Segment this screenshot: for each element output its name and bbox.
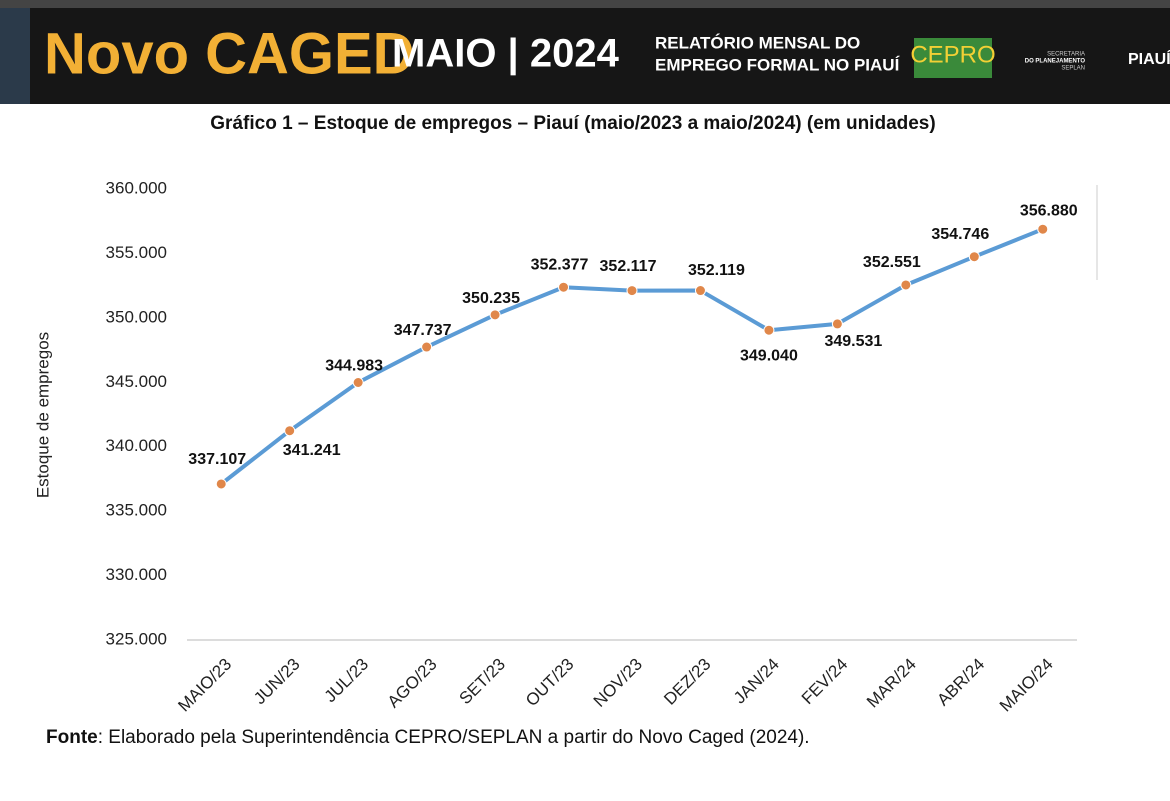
y-tick-label: 335.000 (106, 501, 167, 520)
logo-text: PIAUÍ (1128, 49, 1170, 68)
logo-text: SECRETARIA (1047, 52, 1085, 58)
marker (626, 285, 638, 297)
x-tick-label: MAR/24 (863, 655, 920, 712)
y-tick-label: 330.000 (106, 565, 167, 584)
marker (968, 251, 980, 263)
y-tick-label: 340.000 (106, 436, 167, 455)
marker (558, 281, 570, 293)
x-tick-label: NOV/23 (590, 655, 646, 711)
x-tick-label: MAIO/23 (174, 655, 235, 716)
y-tick-label: 355.000 (106, 243, 167, 262)
data-label: 344.983 (325, 358, 383, 375)
source-text: : Elaborado pela Superintendência CEPRO/… (98, 727, 810, 748)
y-tick-label: 360.000 (106, 178, 167, 197)
logo-text: DO PLANEJAMENTO (1025, 59, 1086, 65)
x-tick-label: ABR/24 (933, 655, 988, 710)
header-photo (0, 8, 30, 104)
marker (489, 309, 501, 321)
y-axis-label: Estoque de empregos (33, 332, 52, 498)
marker (352, 377, 364, 389)
data-label: 354.746 (931, 226, 989, 243)
marker (215, 478, 227, 490)
data-label: 350.235 (462, 290, 520, 307)
data-label: 349.040 (740, 347, 798, 364)
data-label: 349.531 (824, 333, 882, 350)
data-label: 352.377 (531, 256, 589, 273)
top-bar (0, 0, 1170, 8)
marker (831, 318, 843, 330)
marker (284, 425, 296, 437)
x-tick-label: OUT/23 (522, 655, 578, 711)
marker (1037, 223, 1049, 235)
brand: Novo CAGED (44, 21, 415, 86)
source-label: Fonte (46, 727, 98, 748)
cepro-logo-text: CEPRO (910, 41, 995, 68)
x-tick-label: AGO/23 (384, 655, 441, 712)
y-tick-label: 345.000 (106, 372, 167, 391)
x-tick-label: JAN/24 (730, 655, 783, 708)
x-tick-label: DEZ/23 (660, 655, 714, 709)
y-tick-label: 350.000 (106, 307, 167, 326)
x-tick-label: JUL/23 (321, 655, 373, 707)
data-label: 356.880 (1020, 202, 1078, 219)
marker (694, 285, 706, 297)
data-label: 337.107 (188, 451, 246, 468)
data-label: 341.241 (283, 442, 341, 459)
data-label: 352.551 (863, 254, 921, 271)
x-tick-label: FEV/24 (798, 655, 852, 709)
x-tick-label: JUN/23 (250, 655, 304, 709)
y-tick-label: 325.000 (106, 629, 167, 648)
period: MAIO | 2024 (392, 32, 620, 76)
data-label: 352.119 (688, 262, 745, 279)
x-tick-label: MAIO/24 (996, 655, 1057, 716)
data-label: 347.737 (394, 322, 452, 339)
source: Fonte: Elaborado pela Superintendência C… (46, 727, 810, 748)
marker (900, 279, 912, 291)
data-label: 352.117 (600, 258, 657, 275)
report-title: EMPREGO FORMAL NO PIAUÍ (655, 55, 901, 74)
logo-text: SEPLAN (1061, 66, 1085, 72)
chart-title: Gráfico 1 – Estoque de empregos – Piauí … (210, 113, 935, 134)
marker (763, 324, 775, 336)
x-tick-label: SET/23 (456, 655, 510, 709)
marker (421, 341, 433, 353)
report-title: RELATÓRIO MENSAL DO (655, 33, 860, 52)
cepro-logo (914, 38, 992, 78)
